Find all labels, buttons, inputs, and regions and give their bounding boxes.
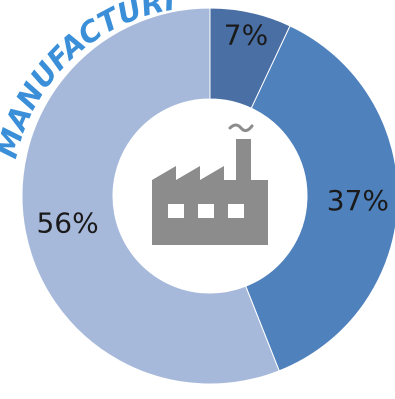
labels-layer: 7% 37% 56% xyxy=(36,18,389,239)
slices-layer xyxy=(21,7,395,385)
slice-label-7: 7% xyxy=(224,18,268,51)
slice-label-56: 56% xyxy=(36,207,98,240)
slice-label-37: 37% xyxy=(327,184,389,217)
factory-icon xyxy=(152,123,268,245)
